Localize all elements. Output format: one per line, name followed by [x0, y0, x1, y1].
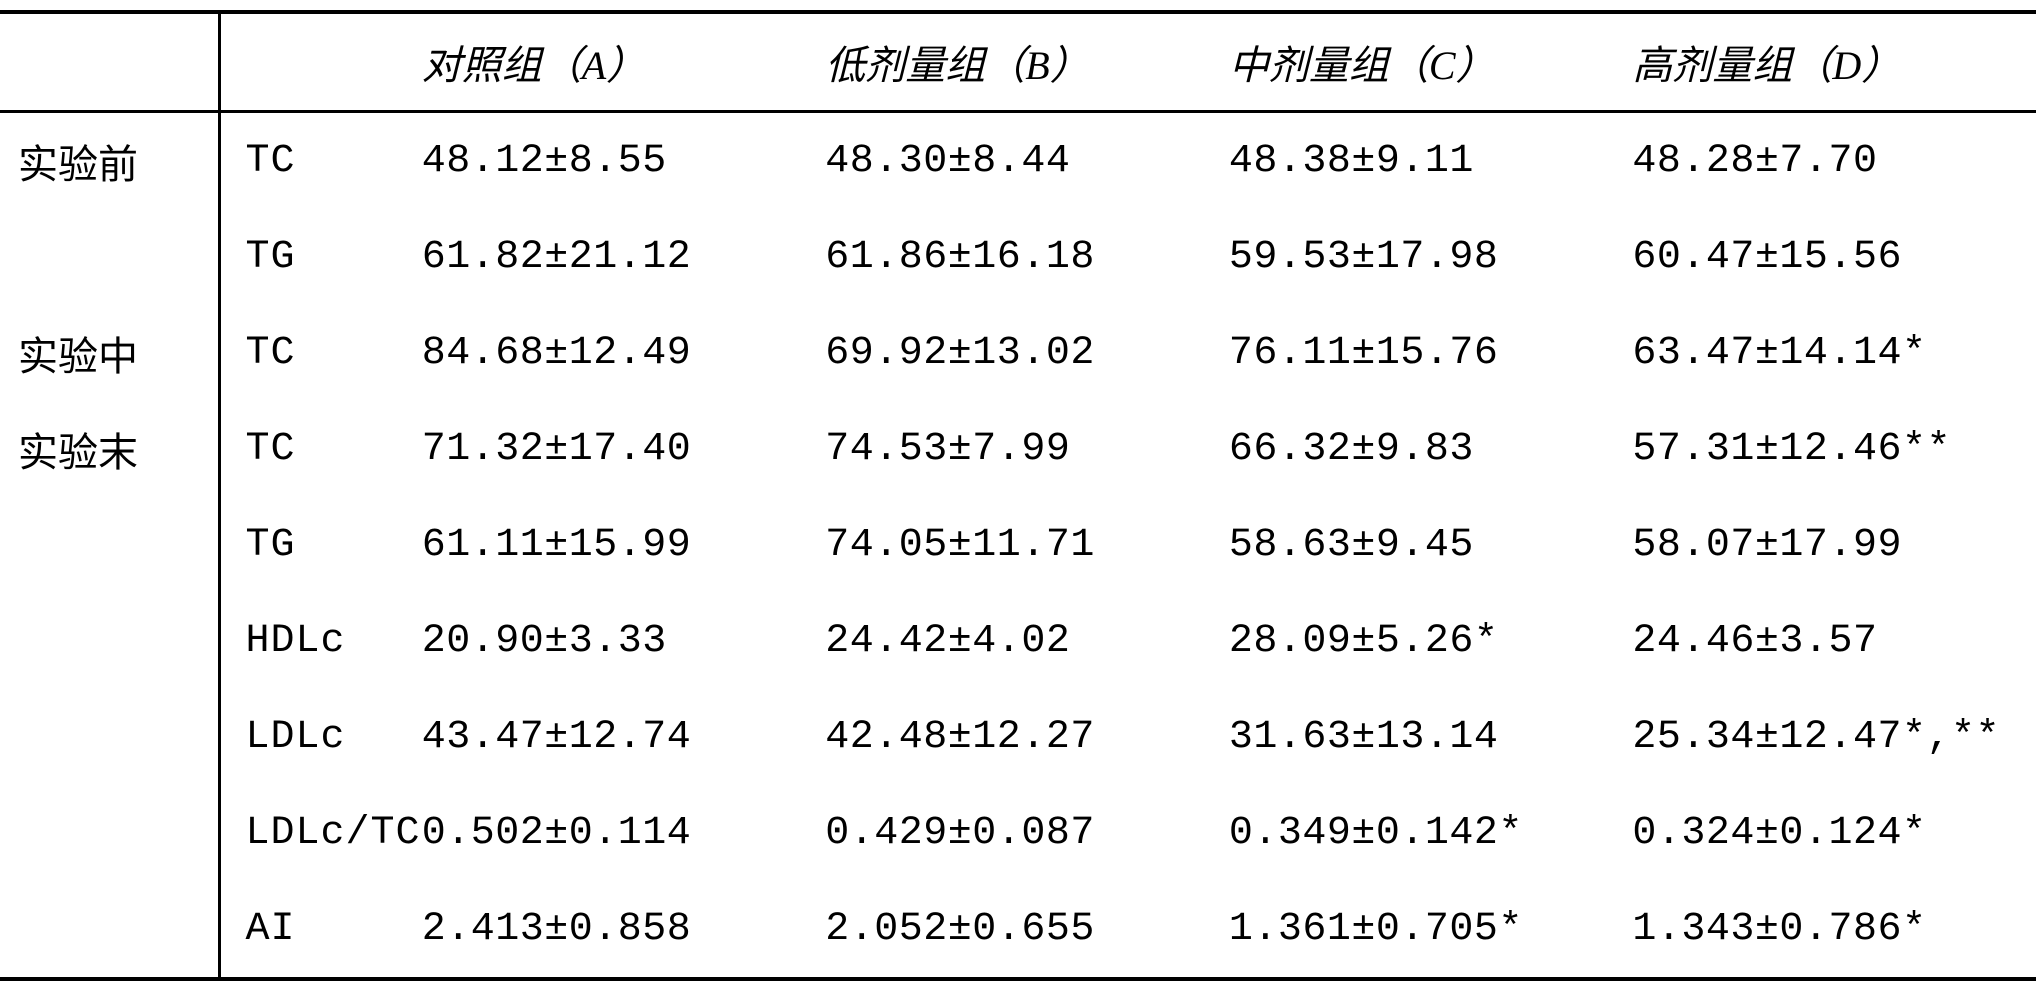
header-group-a: 对照组（A） — [422, 12, 826, 112]
table-container: 对照组（A） 低剂量组（B） 中剂量组（C） 高剂量组（D） 实验前 TC 48… — [0, 0, 2036, 946]
metric-cell: TC — [220, 305, 422, 401]
stage-cell — [0, 689, 220, 785]
stage-cell: 实验末 — [0, 401, 220, 497]
value-cell-c: 0.349±0.142* — [1229, 785, 1633, 881]
table-row: TG 61.11±15.99 74.05±11.71 58.63±9.45 58… — [0, 497, 2036, 593]
value-cell-c: 48.38±9.11 — [1229, 112, 1633, 210]
value-cell-c: 1.361±0.705* — [1229, 881, 1633, 979]
metric-cell: TG — [220, 497, 422, 593]
value-cell-d: 57.31±12.46** — [1632, 401, 2036, 497]
data-table: 对照组（A） 低剂量组（B） 中剂量组（C） 高剂量组（D） 实验前 TC 48… — [0, 10, 2036, 981]
value-cell-c: 58.63±9.45 — [1229, 497, 1633, 593]
header-group-d: 高剂量组（D） — [1632, 12, 2036, 112]
value-cell-b: 42.48±12.27 — [825, 689, 1229, 785]
value-cell-d: 48.28±7.70 — [1632, 112, 2036, 210]
value-cell-a: 61.11±15.99 — [422, 497, 826, 593]
table-row: 实验中 TC 84.68±12.49 69.92±13.02 76.11±15.… — [0, 305, 2036, 401]
header-metric — [220, 12, 422, 112]
value-cell-b: 74.05±11.71 — [825, 497, 1229, 593]
header-row: 对照组（A） 低剂量组（B） 中剂量组（C） 高剂量组（D） — [0, 12, 2036, 112]
value-cell-b: 24.42±4.02 — [825, 593, 1229, 689]
value-cell-d: 25.34±12.47*,** — [1632, 689, 2036, 785]
value-cell-c: 76.11±15.76 — [1229, 305, 1633, 401]
stage-cell: 实验中 — [0, 305, 220, 401]
table-row: 实验末 TC 71.32±17.40 74.53±7.99 66.32±9.83… — [0, 401, 2036, 497]
table-row: 实验前 TC 48.12±8.55 48.30±8.44 48.38±9.11 … — [0, 112, 2036, 210]
metric-cell: HDLc — [220, 593, 422, 689]
value-cell-a: 43.47±12.74 — [422, 689, 826, 785]
value-cell-a: 71.32±17.40 — [422, 401, 826, 497]
value-cell-d: 60.47±15.56 — [1632, 209, 2036, 305]
stage-cell: 实验前 — [0, 112, 220, 210]
metric-cell: TC — [220, 112, 422, 210]
value-cell-b: 0.429±0.087 — [825, 785, 1229, 881]
metric-cell: LDLc/TC — [220, 785, 422, 881]
table-row: LDLc 43.47±12.74 42.48±12.27 31.63±13.14… — [0, 689, 2036, 785]
value-cell-a: 20.90±3.33 — [422, 593, 826, 689]
header-group-c: 中剂量组（C） — [1229, 12, 1633, 112]
value-cell-b: 48.30±8.44 — [825, 112, 1229, 210]
value-cell-a: 0.502±0.114 — [422, 785, 826, 881]
table-row: HDLc 20.90±3.33 24.42±4.02 28.09±5.26* 2… — [0, 593, 2036, 689]
metric-cell: TC — [220, 401, 422, 497]
value-cell-c: 66.32±9.83 — [1229, 401, 1633, 497]
table-row: TG 61.82±21.12 61.86±16.18 59.53±17.98 6… — [0, 209, 2036, 305]
table-row: LDLc/TC 0.502±0.114 0.429±0.087 0.349±0.… — [0, 785, 2036, 881]
value-cell-b: 69.92±13.02 — [825, 305, 1229, 401]
table-body: 实验前 TC 48.12±8.55 48.30±8.44 48.38±9.11 … — [0, 112, 2036, 980]
value-cell-a: 2.413±0.858 — [422, 881, 826, 979]
value-cell-a: 48.12±8.55 — [422, 112, 826, 210]
value-cell-a: 84.68±12.49 — [422, 305, 826, 401]
value-cell-b: 74.53±7.99 — [825, 401, 1229, 497]
metric-cell: TG — [220, 209, 422, 305]
stage-cell — [0, 209, 220, 305]
metric-cell: LDLc — [220, 689, 422, 785]
header-stage — [0, 12, 220, 112]
value-cell-c: 31.63±13.14 — [1229, 689, 1633, 785]
stage-cell — [0, 593, 220, 689]
stage-cell — [0, 881, 220, 979]
stage-cell — [0, 497, 220, 593]
value-cell-b: 2.052±0.655 — [825, 881, 1229, 979]
value-cell-b: 61.86±16.18 — [825, 209, 1229, 305]
value-cell-d: 0.324±0.124* — [1632, 785, 2036, 881]
value-cell-c: 59.53±17.98 — [1229, 209, 1633, 305]
table-row: AI 2.413±0.858 2.052±0.655 1.361±0.705* … — [0, 881, 2036, 979]
value-cell-d: 58.07±17.99 — [1632, 497, 2036, 593]
value-cell-a: 61.82±21.12 — [422, 209, 826, 305]
value-cell-d: 1.343±0.786* — [1632, 881, 2036, 979]
value-cell-d: 24.46±3.57 — [1632, 593, 2036, 689]
metric-cell: AI — [220, 881, 422, 979]
value-cell-d: 63.47±14.14* — [1632, 305, 2036, 401]
header-group-b: 低剂量组（B） — [825, 12, 1229, 112]
stage-cell — [0, 785, 220, 881]
value-cell-c: 28.09±5.26* — [1229, 593, 1633, 689]
